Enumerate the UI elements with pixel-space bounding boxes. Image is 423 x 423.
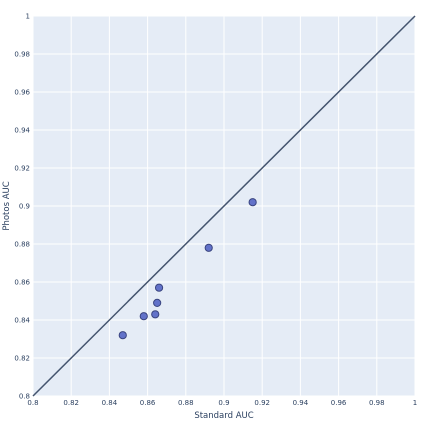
y-tick-label: 0.82 — [14, 355, 30, 363]
data-point-4 — [154, 283, 164, 292]
y-tick-label: 0.94 — [14, 127, 30, 135]
y-tick-label: 0.88 — [14, 241, 30, 249]
y-tick-label: 0.9 — [19, 203, 30, 211]
x-tick-label: 0.92 — [254, 399, 270, 407]
data-point-1 — [139, 312, 148, 321]
x-tick-label: 0.88 — [178, 399, 194, 407]
data-point-2 — [151, 310, 160, 319]
y-axis-title: Photos AUC — [2, 181, 12, 230]
y-tick-label: 1 — [26, 13, 30, 21]
y-tick-label: 0.92 — [14, 165, 30, 173]
x-axis-ticks: 0.8 0.82 0.84 0.86 0.88 0.9 0.92 0.94 0.96 0.98 1 — [27, 399, 417, 407]
x-tick-label: 0.86 — [140, 399, 156, 407]
y-axis-ticks: 0.8 0.82 0.84 0.86 0.88 0.9 0.92 0.94 0.96 0.98 1 — [14, 13, 30, 401]
x-tick-label: 0.94 — [293, 399, 309, 407]
x-tick-label: 0.9 — [218, 399, 229, 407]
x-tick-label: 1 — [413, 399, 417, 407]
x-tick-label: 0.8 — [27, 399, 38, 407]
y-tick-label: 0.8 — [19, 393, 30, 401]
data-points — [118, 198, 257, 340]
data-point-3 — [153, 298, 162, 307]
data-point-0 — [118, 331, 127, 340]
data-point-6 — [248, 198, 257, 207]
y-tick-label: 0.98 — [14, 51, 30, 59]
x-axis-title: Standard AUC — [194, 411, 253, 421]
y-tick-label: 0.96 — [14, 89, 30, 97]
gridlines — [32, 15, 416, 397]
y-tick-label: 0.86 — [14, 279, 30, 287]
x-tick-label: 0.98 — [369, 399, 385, 407]
data-point-5 — [204, 243, 213, 252]
x-tick-label: 0.84 — [102, 399, 118, 407]
x-tick-label: 0.82 — [63, 399, 79, 407]
x-tick-label: 0.96 — [331, 399, 347, 407]
identity-reference-line — [32, 15, 416, 397]
y-tick-label: 0.84 — [14, 317, 30, 325]
